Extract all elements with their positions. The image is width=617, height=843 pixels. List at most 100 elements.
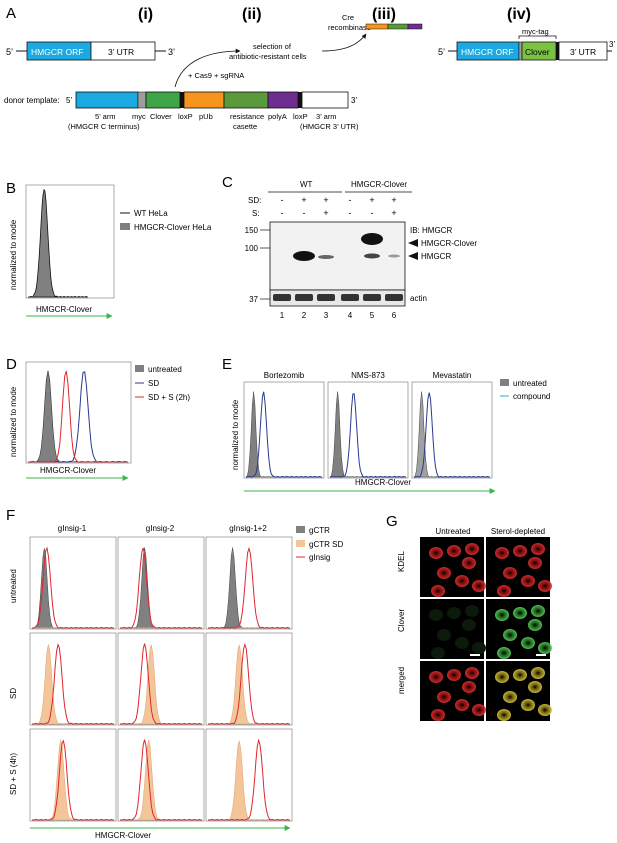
micro-cell-2-1-5 (455, 637, 469, 649)
panel-a: A (i) (ii) (iii) (iv) 5’ HMGCR ORF 3’ UT… (4, 5, 615, 131)
selection-line1: selection of (253, 42, 292, 51)
hist-f-ginsig-1-3 (208, 546, 291, 629)
part-resistance2: casette (233, 122, 257, 131)
micro-cell-3-1-5 (455, 699, 469, 711)
donor-part-labels: 5’ arm (HMGCR C terminus) myc Clover lox… (68, 112, 359, 131)
micro-cell-3-2-3 (528, 681, 542, 693)
lane-num-5: 5 (370, 311, 375, 320)
blot-band1: HMGCR-Clover (421, 239, 477, 248)
myc-tag-label: myc-tag (522, 27, 549, 36)
lane-s-1: - (281, 208, 284, 218)
lane-s-3: + (323, 208, 328, 218)
micro-cell-3-2-1 (495, 671, 509, 683)
micro-cell-3-2-4 (503, 691, 517, 703)
g-row-merged: merged (397, 667, 406, 694)
actin-band-4 (341, 294, 359, 301)
part-myc: myc (132, 112, 146, 121)
plot-f-frame-3-2 (117, 728, 205, 822)
part-resistance1: resistance (230, 112, 264, 121)
part-pub: pUb (199, 112, 213, 121)
legend-d-sds: SD + S (2h) (148, 393, 190, 402)
lane-s-4: - (349, 208, 352, 218)
micro-cell-2-2-2 (513, 607, 527, 619)
utr-label: 3’ UTR (108, 47, 134, 57)
micro-cell-3-1-4 (437, 691, 451, 703)
lane-sd-1: - (281, 195, 284, 205)
locus-3prime: 3’ (168, 47, 175, 57)
micro-cell-1-1-4 (437, 567, 451, 579)
plot-f-row-2: SD (9, 688, 18, 699)
micro-cell-2-2-4 (503, 629, 517, 641)
blot-wt: WT (300, 180, 313, 189)
lane-num-2: 2 (302, 311, 307, 320)
lane-num-1: 1 (280, 311, 285, 320)
micro-cell-3-2-7 (497, 709, 511, 721)
legend-b-wt: WT HeLa (134, 209, 168, 218)
legend-b-clover: HMGCR-Clover HeLa (134, 223, 212, 232)
hist-f-ginsig-2-2 (120, 643, 203, 725)
part-arm5: 5’ arm (95, 112, 116, 121)
micro-cell-3-1-6 (472, 704, 486, 716)
part-arm3: 3’ arm (316, 112, 337, 121)
micro-cell-2-1-2 (447, 607, 461, 619)
panel-label-d: D (6, 356, 17, 373)
locus-5prime: 5’ (6, 47, 13, 57)
hist-f-ginsig-1-2 (120, 547, 203, 629)
micro-cell-3-1-1 (429, 671, 443, 683)
micro-cell-2-2-3 (528, 619, 542, 631)
micro-cell-2-1-8 (465, 605, 479, 617)
band-hmgcr-lane2 (293, 251, 315, 261)
hist-f-ginsig-3-3 (208, 738, 291, 821)
donor-label: donor template: (4, 96, 60, 105)
blot-bands (273, 233, 403, 301)
legend-f-gctrsd: gCTR SD (309, 540, 343, 549)
marker-150: 150 (245, 226, 259, 235)
plot-f-frame-3-3 (205, 728, 293, 822)
plot-f-row-1: untreated (9, 569, 18, 603)
hist-f-ginsig-2-3 (208, 642, 291, 725)
hist-f-ginsig-2-1 (32, 643, 115, 725)
micro-cell-2-2-6 (538, 642, 552, 654)
micro-cell-3-2-5 (521, 699, 535, 711)
hist-f-ginsig-3-2 (120, 739, 203, 821)
lane-sd-4: - (349, 195, 352, 205)
actin-band-5 (363, 294, 381, 301)
legend-b-swatch (120, 223, 130, 230)
band-hmgcr-lane5 (364, 253, 380, 259)
step-iv: (iv) (507, 6, 531, 23)
panel-e: E Bortezomib NMS-873 Mevastatin normalized… (222, 356, 550, 494)
micro-cell-1-2-6 (538, 580, 552, 592)
plot-d-ylabel: normalized to mode (9, 386, 18, 457)
plot-e-ylabel: normalized to mode (231, 399, 240, 470)
micro-cell-3-2-8 (531, 667, 545, 679)
cre-line2: recombinase (328, 23, 371, 32)
step-i: (i) (138, 6, 153, 23)
plots-e: Bortezomib NMS-873 Mevastatin (243, 371, 493, 479)
integration-arrow (174, 48, 241, 88)
cre-line1: Cre (342, 13, 354, 22)
hist-f-ginsig-1-1 (32, 546, 115, 629)
micro-cell-3-1-2 (447, 669, 461, 681)
part-polya: polyA (268, 112, 287, 121)
part-loxp1: loxP (178, 112, 193, 121)
final-3prime: 3’ (609, 40, 615, 49)
g-row-clover: Clover (397, 609, 406, 632)
micro-cell-1-1-1 (429, 547, 443, 559)
final-orf-label: HMGCR ORF (461, 47, 513, 57)
blot-actin-label: actin (410, 294, 427, 303)
micro-cell-1-1-7 (431, 585, 445, 597)
plot-f-col-2: gInsig-2 (146, 524, 175, 533)
donor-3prime: 3’ (351, 96, 357, 105)
plot-f-frame-1-3 (205, 536, 293, 630)
band-hmgcr-lane6 (388, 254, 400, 258)
lane-sd-2: + (301, 195, 306, 205)
final-utr-label: 3’ UTR (570, 47, 596, 57)
panel-label-g: G (386, 513, 398, 530)
micro-cell-2-2-8 (531, 605, 545, 617)
plot-f-row-3: SD + S (4h) (9, 753, 18, 795)
blot-sd-label: SD: (248, 196, 261, 205)
micro-cell-2-1-7 (431, 647, 445, 659)
legend-e-compound: compound (513, 392, 550, 401)
histogram-d-sds (28, 370, 129, 463)
